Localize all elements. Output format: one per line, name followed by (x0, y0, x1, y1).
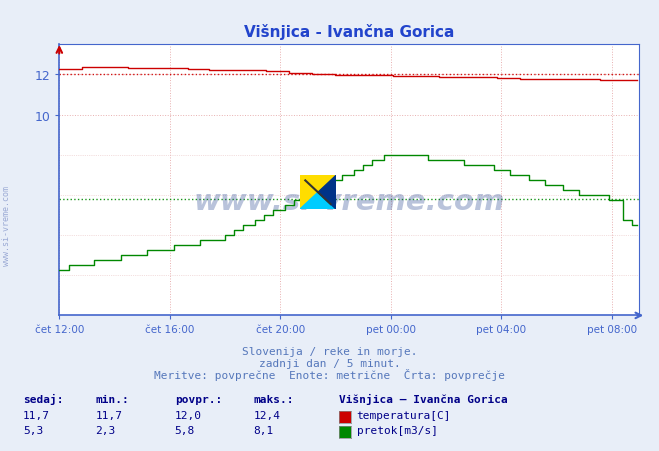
Text: Meritve: povprečne  Enote: metrične  Črta: povprečje: Meritve: povprečne Enote: metrične Črta:… (154, 368, 505, 380)
Title: Višnjica - Ivančna Gorica: Višnjica - Ivančna Gorica (244, 24, 455, 40)
Text: maks.:: maks.: (254, 394, 294, 404)
Text: www.si-vreme.com: www.si-vreme.com (194, 188, 505, 216)
Polygon shape (318, 176, 336, 210)
Text: temperatura[C]: temperatura[C] (357, 410, 451, 419)
Polygon shape (300, 193, 336, 210)
Text: pretok[m3/s]: pretok[m3/s] (357, 425, 438, 435)
Text: 5,3: 5,3 (23, 425, 43, 435)
Text: 11,7: 11,7 (23, 410, 50, 419)
Text: zadnji dan / 5 minut.: zadnji dan / 5 minut. (258, 358, 401, 368)
Text: 12,4: 12,4 (254, 410, 281, 419)
Text: 12,0: 12,0 (175, 410, 202, 419)
Text: 8,1: 8,1 (254, 425, 274, 435)
Text: 5,8: 5,8 (175, 425, 195, 435)
Text: min.:: min.: (96, 394, 129, 404)
Text: 11,7: 11,7 (96, 410, 123, 419)
Text: sedaj:: sedaj: (23, 393, 63, 404)
Text: povpr.:: povpr.: (175, 394, 222, 404)
Text: 2,3: 2,3 (96, 425, 116, 435)
Text: Slovenija / reke in morje.: Slovenija / reke in morje. (242, 346, 417, 356)
Polygon shape (300, 176, 336, 210)
Text: www.si-vreme.com: www.si-vreme.com (2, 186, 11, 265)
Text: Višnjica – Ivančna Gorica: Višnjica – Ivančna Gorica (339, 393, 508, 404)
